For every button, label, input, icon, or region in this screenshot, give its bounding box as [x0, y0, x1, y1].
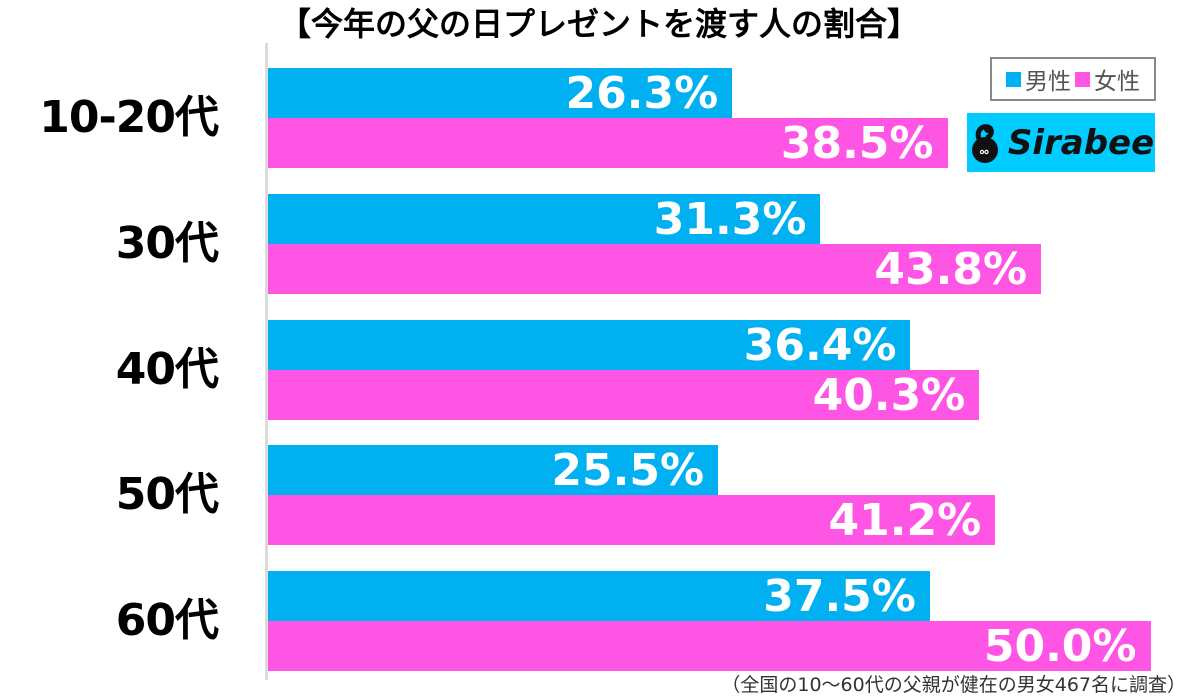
- legend-label-female: 女性: [1094, 69, 1140, 95]
- female-bar: 40.3%: [268, 370, 980, 421]
- male-value-label: 31.3%: [653, 194, 807, 245]
- bar-row: 10-20代 26.3% 38.5%: [0, 68, 1200, 169]
- legend-label-male: 男性: [1025, 69, 1071, 95]
- male-bar: 31.3%: [268, 194, 821, 245]
- category-label: 40代: [115, 344, 219, 395]
- category-axis-line: [265, 43, 268, 680]
- male-value-label: 25.5%: [551, 445, 705, 496]
- bar-row: 40代 36.4% 40.3%: [0, 320, 1200, 421]
- male-value-label: 26.3%: [565, 68, 719, 119]
- female-bar: 43.8%: [268, 244, 1042, 295]
- male-swatch-icon: [1006, 71, 1021, 87]
- legend-item-male: 男性: [1006, 62, 1071, 96]
- category-label: 60代: [115, 595, 219, 646]
- male-value-label: 36.4%: [743, 320, 897, 371]
- female-swatch-icon: [1075, 71, 1090, 87]
- female-value-label: 41.2%: [828, 495, 982, 546]
- male-bar: 36.4%: [268, 320, 911, 371]
- bar-row: 60代 37.5% 50.0%: [0, 571, 1200, 672]
- legend-item-female: 女性: [1075, 62, 1140, 96]
- category-label: 10-20代: [39, 92, 219, 143]
- female-value-label: 43.8%: [874, 244, 1028, 295]
- female-value-label: 38.5%: [780, 118, 934, 169]
- bar-row: 50代 25.5% 41.2%: [0, 445, 1200, 546]
- male-value-label: 37.5%: [763, 571, 916, 622]
- male-bar: 37.5%: [268, 571, 930, 622]
- female-value-label: 50.0%: [983, 621, 1137, 672]
- category-label: 30代: [115, 218, 219, 269]
- chart-title: 【今年の父の日プレゼントを渡す人の割合】: [0, 2, 1200, 46]
- female-value-label: 40.3%: [812, 370, 966, 421]
- male-bar: 25.5%: [268, 445, 719, 496]
- sirabee-bird-icon: [971, 123, 998, 163]
- female-bar: 38.5%: [268, 118, 948, 169]
- bar-row: 30代 31.3% 43.8%: [0, 194, 1200, 295]
- legend: 男性 女性: [990, 57, 1156, 101]
- female-bar: 41.2%: [268, 495, 996, 546]
- chart-title-text: 【今年の父の日プレゼントを渡す人の割合】: [278, 5, 919, 43]
- sirabee-logo: Sirabee: [967, 113, 1155, 172]
- female-bar: 50.0%: [268, 621, 1151, 672]
- logo-text: Sirabee: [1007, 122, 1155, 163]
- footnote: （全国の10〜60代の父親が健在の男女467名に調査）: [721, 674, 1186, 696]
- male-bar: 26.3%: [268, 68, 733, 119]
- category-label: 50代: [115, 469, 219, 520]
